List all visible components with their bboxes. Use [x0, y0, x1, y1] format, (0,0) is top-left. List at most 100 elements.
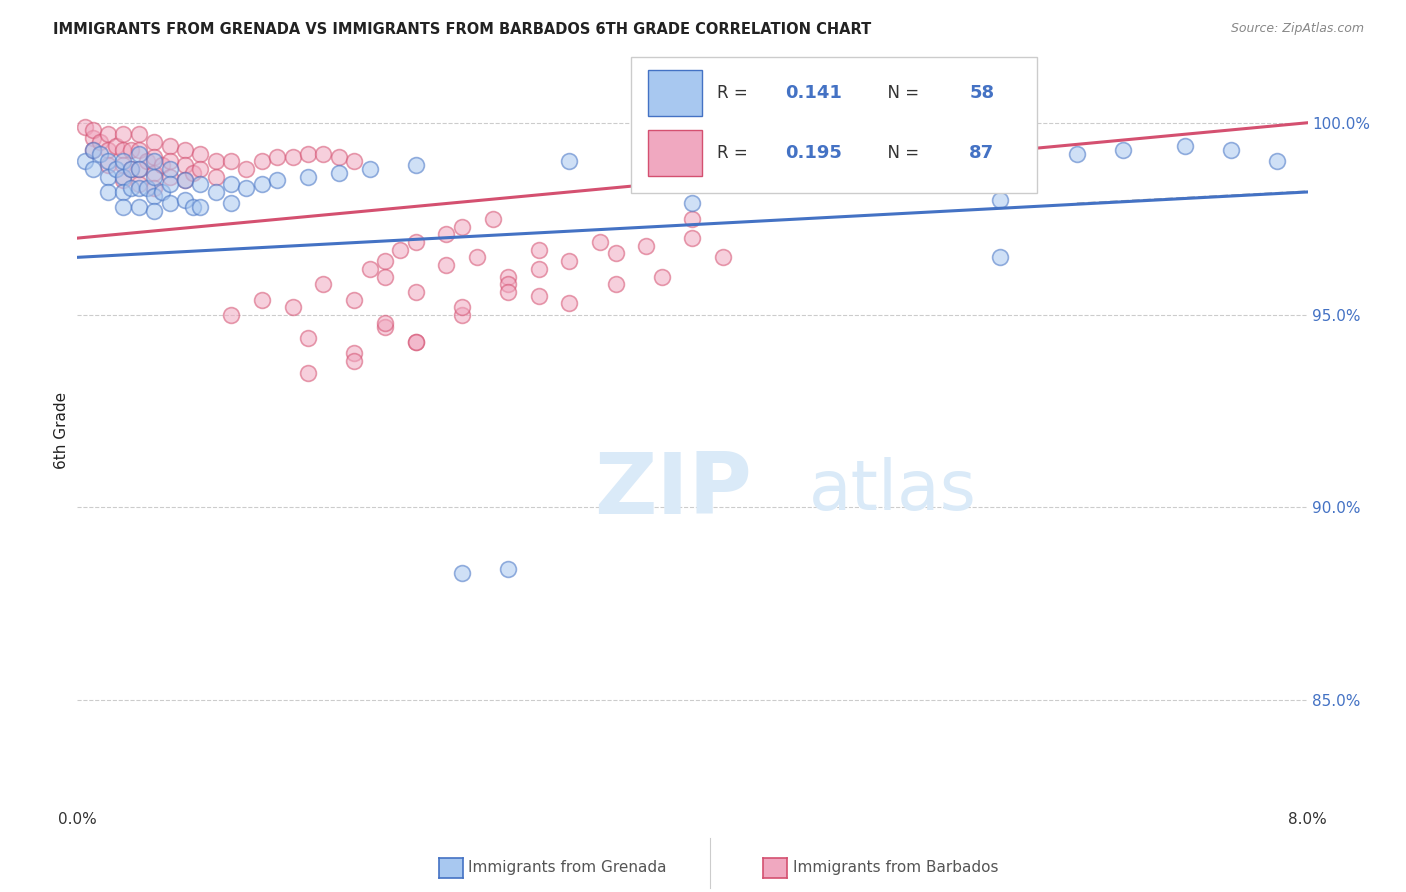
Point	[112, 185, 135, 199]
Point	[405, 158, 427, 172]
Point	[235, 161, 257, 176]
Point	[682, 211, 704, 226]
Point	[405, 334, 427, 349]
Point	[605, 277, 627, 292]
Text: Source: ZipAtlas.com: Source: ZipAtlas.com	[1230, 22, 1364, 36]
Point	[281, 301, 304, 315]
Point	[82, 143, 104, 157]
Point	[97, 169, 120, 184]
Point	[174, 158, 197, 172]
Point	[128, 181, 150, 195]
Point	[527, 261, 550, 276]
Point	[988, 250, 1011, 264]
Point	[250, 154, 273, 169]
Point	[188, 161, 212, 176]
Text: Immigrants from Barbados: Immigrants from Barbados	[793, 860, 998, 874]
Point	[112, 173, 135, 187]
Point	[436, 227, 458, 242]
Point	[143, 166, 166, 180]
Point	[250, 178, 273, 192]
Point	[496, 285, 519, 299]
Point	[128, 143, 150, 157]
Point	[297, 169, 319, 184]
Point	[527, 243, 550, 257]
Point	[558, 154, 581, 169]
Point	[374, 316, 396, 330]
Text: ZIP: ZIP	[595, 450, 752, 533]
Point	[97, 158, 120, 172]
Point	[312, 277, 335, 292]
Point	[374, 254, 396, 268]
Point	[281, 150, 304, 164]
Point	[682, 196, 704, 211]
Point	[82, 131, 104, 145]
Point	[589, 235, 612, 249]
Point	[343, 346, 366, 360]
Point	[159, 196, 181, 211]
Point	[143, 181, 166, 195]
Point	[120, 181, 142, 195]
Point	[496, 277, 519, 292]
Point	[174, 173, 197, 187]
Point	[450, 301, 472, 315]
Point	[89, 135, 111, 149]
Point	[343, 293, 366, 307]
Point	[174, 143, 197, 157]
Point	[97, 128, 120, 142]
Point	[266, 173, 288, 187]
Point	[481, 211, 503, 226]
Point	[711, 250, 734, 264]
Point	[143, 150, 166, 164]
FancyBboxPatch shape	[648, 130, 703, 177]
Text: 0.195: 0.195	[785, 145, 842, 162]
Point	[219, 196, 242, 211]
Point	[73, 154, 96, 169]
Point	[188, 146, 212, 161]
Point	[1174, 138, 1197, 153]
Point	[328, 166, 350, 180]
Point	[266, 150, 288, 164]
Point	[112, 154, 135, 169]
Point	[312, 146, 335, 161]
Point	[297, 331, 319, 345]
Point	[104, 138, 127, 153]
Point	[112, 143, 135, 157]
Point	[97, 143, 120, 157]
Point	[135, 181, 157, 195]
Point	[181, 200, 204, 214]
Text: N =: N =	[877, 84, 924, 102]
Point	[988, 193, 1011, 207]
Point	[297, 146, 319, 161]
Point	[374, 269, 396, 284]
Point	[128, 200, 150, 214]
Point	[450, 219, 472, 234]
Point	[128, 128, 150, 142]
Point	[1219, 143, 1241, 157]
Point	[188, 200, 212, 214]
FancyBboxPatch shape	[648, 70, 703, 116]
Point	[112, 169, 135, 184]
Point	[605, 246, 627, 260]
Point	[558, 254, 581, 268]
Point	[359, 161, 381, 176]
Point	[97, 154, 120, 169]
Point	[128, 178, 150, 192]
Text: N =: N =	[877, 145, 924, 162]
Point	[219, 178, 242, 192]
Point	[150, 185, 173, 199]
Point	[150, 158, 173, 172]
Text: Immigrants from Grenada: Immigrants from Grenada	[468, 860, 666, 874]
Point	[527, 289, 550, 303]
Point	[328, 150, 350, 164]
Point	[496, 562, 519, 576]
Point	[128, 146, 150, 161]
Point	[405, 285, 427, 299]
Point	[682, 231, 704, 245]
Point	[297, 366, 319, 380]
Text: IMMIGRANTS FROM GRENADA VS IMMIGRANTS FROM BARBADOS 6TH GRADE CORRELATION CHART: IMMIGRANTS FROM GRENADA VS IMMIGRANTS FR…	[53, 22, 872, 37]
Point	[727, 146, 749, 161]
Point	[188, 178, 212, 192]
Point	[174, 193, 197, 207]
Point	[1265, 154, 1288, 169]
Point	[143, 204, 166, 219]
